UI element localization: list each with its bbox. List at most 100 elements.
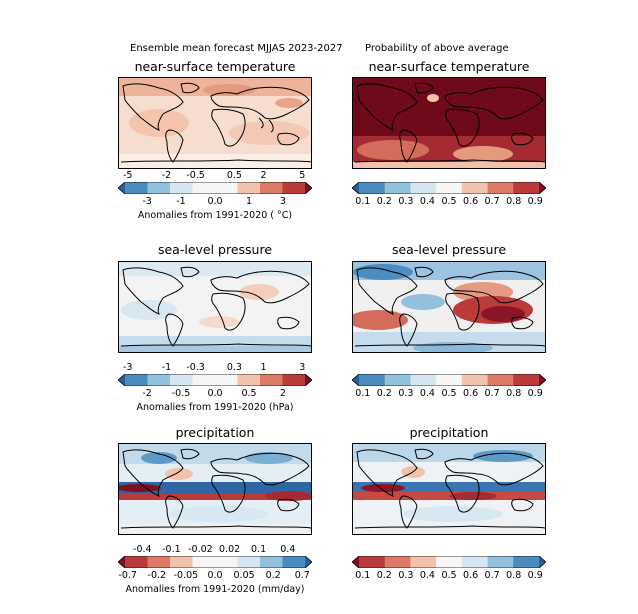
colorbar-swatch: [260, 182, 283, 194]
pr-colorbar-label: Anomalies from 1991-2020 (mm/day): [125, 584, 305, 595]
tick-label: 0.6: [463, 196, 479, 207]
tas-prob-title: near-surface temperature: [368, 59, 530, 74]
colorbar-swatch: [513, 374, 540, 386]
tick-label: 0.3: [398, 196, 414, 207]
tick-label: 0.4: [419, 196, 435, 207]
colorbar-swatch: [359, 374, 386, 386]
tick-label: -0.2: [147, 570, 167, 581]
colorbar-swatch: [384, 556, 411, 568]
colorbar-swatch: [282, 374, 306, 386]
tick-label: 0.8: [506, 196, 522, 207]
pr-prob-colorbar: 0.1 0.2 0.3 0.4 0.5 0.6 0.7 0.8 0.9: [352, 556, 546, 596]
tick-label: 0.3: [398, 570, 414, 581]
tick-label: 3: [279, 196, 286, 207]
tas-mean-title: near-surface temperature: [134, 59, 296, 74]
tick-label: 0.02: [219, 544, 241, 555]
colorbar-swatch: [487, 556, 514, 568]
psl-mean-map: [118, 261, 312, 353]
tas-prob-map: [352, 77, 546, 169]
psl-prob-colorbar: 0.1 0.2 0.3 0.4 0.5 0.6 0.7 0.8 0.9: [352, 374, 546, 414]
left-column-title: Ensemble mean forecast MJJAS 2023-2027: [130, 43, 343, 54]
tick-label: 0.3: [398, 388, 414, 399]
colorbar-swatch: [215, 374, 238, 386]
pr-colorbar-swatches: [118, 556, 312, 568]
tick-label: 0.6: [463, 388, 479, 399]
colorbar-swatch: [125, 182, 148, 194]
tick-label: 0.1: [355, 570, 371, 581]
tick-label: 0.2: [376, 388, 392, 399]
tick-label: -1: [161, 362, 172, 373]
pr-mean-title: precipitation: [175, 425, 255, 440]
tick-label: 0.2: [376, 196, 392, 207]
colorbar-swatch: [237, 556, 261, 568]
colorbar-extend-arrow: [352, 374, 359, 386]
colorbar-swatch: [215, 556, 238, 568]
colorbar-swatch: [359, 556, 386, 568]
tick-label: 0.5: [241, 388, 257, 399]
tick-label: 0.5: [441, 570, 457, 581]
colorbar-swatch: [513, 556, 540, 568]
colorbar-swatch: [125, 556, 148, 568]
tick-label: 0.7: [484, 196, 500, 207]
tick-label: 3: [299, 362, 306, 373]
colorbar-swatch: [215, 182, 238, 194]
tick-label: 0.3: [226, 362, 242, 373]
colorbar-extend-arrow: [539, 556, 546, 568]
tick-label: -0.05: [173, 570, 199, 581]
tick-label: 0.8: [506, 388, 522, 399]
pr-colorbar: -0.4 -0.1 -0.02 0.02 0.1 0.4 -0.7 -0.2 -…: [118, 544, 312, 604]
colorbar-swatch: [260, 556, 283, 568]
psl-colorbar-swatches: [118, 374, 312, 386]
tick-label: -0.5: [186, 170, 205, 181]
tas-prob-colorbar-swatches: [352, 182, 546, 194]
tick-label: 2: [279, 388, 286, 399]
tick-label: -5: [122, 170, 133, 181]
tick-label: 0.4: [419, 570, 435, 581]
tick-label: 0.6: [463, 570, 479, 581]
colorbar-swatch: [410, 556, 437, 568]
tick-label: -0.02: [188, 544, 213, 555]
tick-label: -0.5: [171, 388, 191, 399]
tick-label: -0.3: [186, 362, 205, 373]
tas-prob-colorbar: 0.1 0.2 0.3 0.4 0.5 0.6 0.7 0.8 0.9: [352, 182, 546, 222]
colorbar-swatch: [410, 182, 437, 194]
colorbar-swatch: [170, 556, 193, 568]
tick-label: 2: [260, 170, 267, 181]
colorbar-swatch: [359, 182, 386, 194]
colorbar-swatch: [192, 556, 216, 568]
tick-label: 0.1: [355, 388, 371, 399]
tas-mean-map: [118, 77, 312, 169]
tick-label: 0.0: [207, 570, 223, 581]
colorbar-extend-arrow: [305, 556, 312, 568]
colorbar-swatch: [487, 182, 514, 194]
colorbar-swatch: [282, 556, 306, 568]
tick-label: -1: [176, 196, 186, 207]
tick-label: 0.1: [355, 196, 371, 207]
pr-prob-colorbar-swatches: [352, 556, 546, 568]
colorbar-swatch: [147, 182, 171, 194]
pr-mean-map: [118, 443, 312, 535]
tick-label: 0.05: [233, 570, 255, 581]
colorbar-swatch: [436, 182, 463, 194]
tas-colorbar-label: Anomalies from 1991-2020 ( °C): [137, 210, 293, 221]
right-column-title: Probability of above average: [365, 43, 509, 54]
colorbar-extend-arrow: [539, 374, 546, 386]
colorbar-swatch: [487, 374, 514, 386]
colorbar-swatch: [192, 374, 216, 386]
tick-label: 0.2: [265, 570, 281, 581]
colorbar-swatch: [170, 374, 193, 386]
pr-prob-title: precipitation: [409, 425, 489, 440]
colorbar-swatch: [125, 374, 148, 386]
colorbar-swatch: [384, 374, 411, 386]
tick-label: 0.0: [207, 196, 223, 207]
colorbar-swatch: [461, 182, 488, 194]
tick-label: 0.5: [441, 196, 457, 207]
colorbar-swatch: [260, 374, 283, 386]
psl-mean-title: sea-level pressure: [157, 242, 273, 257]
colorbar-swatch: [282, 182, 306, 194]
pr-prob-map: [352, 443, 546, 535]
tick-label: 0.5: [226, 170, 242, 181]
tick-label: 0.1: [251, 544, 267, 555]
colorbar-swatch: [513, 182, 540, 194]
colorbar-swatch: [436, 556, 463, 568]
